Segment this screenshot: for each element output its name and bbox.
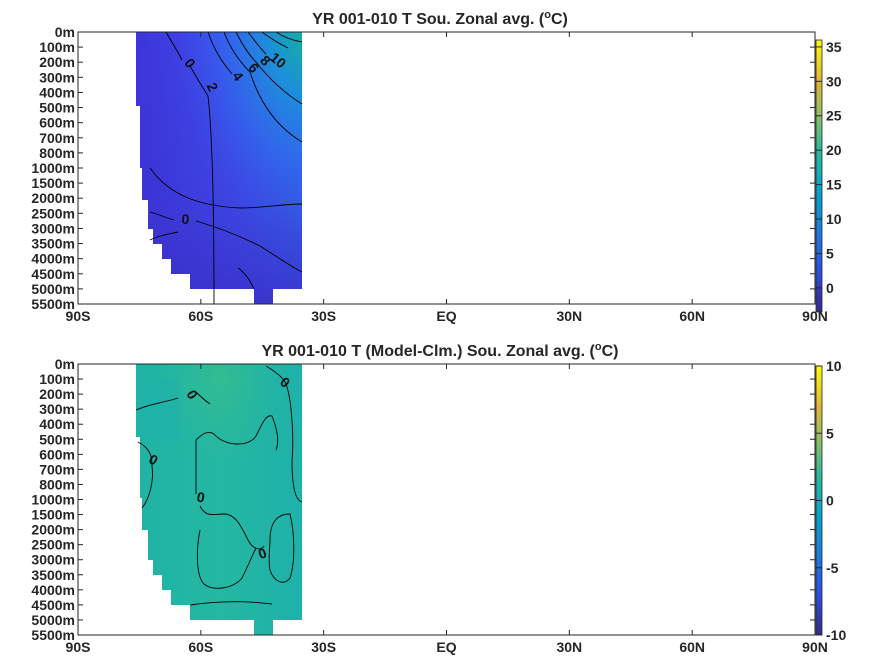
colorbar-tick-label: 25 xyxy=(826,108,842,124)
heatmap-field xyxy=(136,32,302,304)
chart-title: YR 001-010 T (Model-Clm.) Sou. Zonal avg… xyxy=(261,341,618,360)
y-tick-label: 1000m xyxy=(31,160,75,176)
y-tick-label: 300m xyxy=(39,401,75,417)
colorbar-tick-label: 30 xyxy=(826,73,842,89)
y-tick-label: 5500m xyxy=(31,296,75,312)
y-tick-label: 3000m xyxy=(31,552,75,568)
x-tick-label: EQ xyxy=(436,308,456,324)
y-tick-label: 4000m xyxy=(31,582,75,598)
y-tick-label: 5000m xyxy=(31,281,75,297)
y-axis: 0m100m200m300m400m500m600m700m800m1000m1… xyxy=(31,356,815,643)
x-tick-label: 90N xyxy=(802,639,828,655)
x-tick-label: 30N xyxy=(556,308,582,324)
contour-lines xyxy=(149,31,303,305)
x-tick-label: 60N xyxy=(679,639,705,655)
colorbar-tick-label: 10 xyxy=(826,211,842,227)
colorbar-tick-label: 0 xyxy=(826,280,834,296)
y-tick-label: 4000m xyxy=(31,251,75,267)
y-tick-label: 700m xyxy=(39,461,75,477)
colorbar-tick-label: 20 xyxy=(826,142,842,158)
colorbar-tick-label: -5 xyxy=(826,560,839,576)
y-tick-label: 500m xyxy=(39,100,75,116)
x-axis: 90S 60S 30S EQ 30N 60N 90N xyxy=(66,32,828,324)
y-tick-label: 100m xyxy=(39,39,75,55)
bottom-panel: YR 001-010 T (Model-Clm.) Sou. Zonal avg… xyxy=(31,341,846,655)
colorbar xyxy=(815,39,823,313)
y-tick-label: 5500m xyxy=(31,627,75,643)
x-tick-label: 60N xyxy=(679,308,705,324)
x-axis: 90S 60S 30S EQ 30N 60N 90N xyxy=(66,364,828,655)
colorbar-tick-label: 5 xyxy=(826,245,834,261)
y-tick-label: 200m xyxy=(39,54,75,70)
colorbar-ticks: 35 30 25 20 15 10 5 0 xyxy=(816,39,842,296)
y-tick-label: 0m xyxy=(55,356,75,372)
y-tick-label: 1000m xyxy=(31,492,75,508)
x-tick-label: 90S xyxy=(66,639,91,655)
y-tick-label: 300m xyxy=(39,69,75,85)
colorbar-tick-label: 35 xyxy=(826,39,842,55)
y-tick-label: 4500m xyxy=(31,266,75,282)
y-tick-label: 600m xyxy=(39,115,75,131)
y-tick-label: 700m xyxy=(39,130,75,146)
y-tick-label: 400m xyxy=(39,416,75,432)
contour-lines xyxy=(135,365,303,606)
chart-title: YR 001-010 T Sou. Zonal avg. (oC) xyxy=(312,9,568,28)
y-tick-label: 5000m xyxy=(31,612,75,628)
colorbar-ticks: 10 5 0 -5 -10 xyxy=(816,358,846,643)
y-tick-label: 0m xyxy=(55,24,75,40)
x-tick-label: 30N xyxy=(556,639,582,655)
x-tick-label: 30S xyxy=(311,308,336,324)
y-tick-label: 600m xyxy=(39,446,75,462)
y-axis: 0m100m200m300m400m500m600m700m800m1000m1… xyxy=(31,24,815,312)
y-tick-label: 4500m xyxy=(31,597,75,613)
y-tick-label: 500m xyxy=(39,431,75,447)
y-tick-label: 1500m xyxy=(31,507,75,523)
x-tick-label: 90N xyxy=(802,308,828,324)
y-tick-label: 1500m xyxy=(31,175,75,191)
y-tick-label: 200m xyxy=(39,386,75,402)
x-tick-label: 60S xyxy=(188,639,213,655)
y-tick-label: 2500m xyxy=(31,537,75,553)
y-tick-label: 3500m xyxy=(31,567,75,583)
x-tick-label: EQ xyxy=(436,639,456,655)
contour-label: 0 xyxy=(196,489,207,506)
x-tick-label: 30S xyxy=(311,639,336,655)
y-tick-label: 3000m xyxy=(31,220,75,236)
y-tick-label: 2000m xyxy=(31,190,75,206)
y-tick-label: 800m xyxy=(39,476,75,492)
y-tick-label: 2500m xyxy=(31,205,75,221)
y-tick-label: 2000m xyxy=(31,522,75,538)
x-tick-label: 90S xyxy=(66,308,91,324)
y-tick-label: 100m xyxy=(39,371,75,387)
contour-label: 0 xyxy=(181,211,190,228)
colorbar-tick-label: -10 xyxy=(826,627,846,643)
colorbar-tick-label: 5 xyxy=(826,425,834,441)
y-tick-label: 3500m xyxy=(31,236,75,252)
y-tick-label: 400m xyxy=(39,84,75,100)
y-tick-label: 800m xyxy=(39,145,75,161)
colorbar-tick-label: 0 xyxy=(826,493,834,509)
top-panel: YR 001-010 T Sou. Zonal avg. (oC) 0 2 4 xyxy=(31,9,841,324)
heatmap-field xyxy=(136,364,302,635)
colorbar-tick-label: 10 xyxy=(826,358,842,374)
x-tick-label: 60S xyxy=(188,308,213,324)
colorbar-tick-label: 15 xyxy=(826,177,842,193)
